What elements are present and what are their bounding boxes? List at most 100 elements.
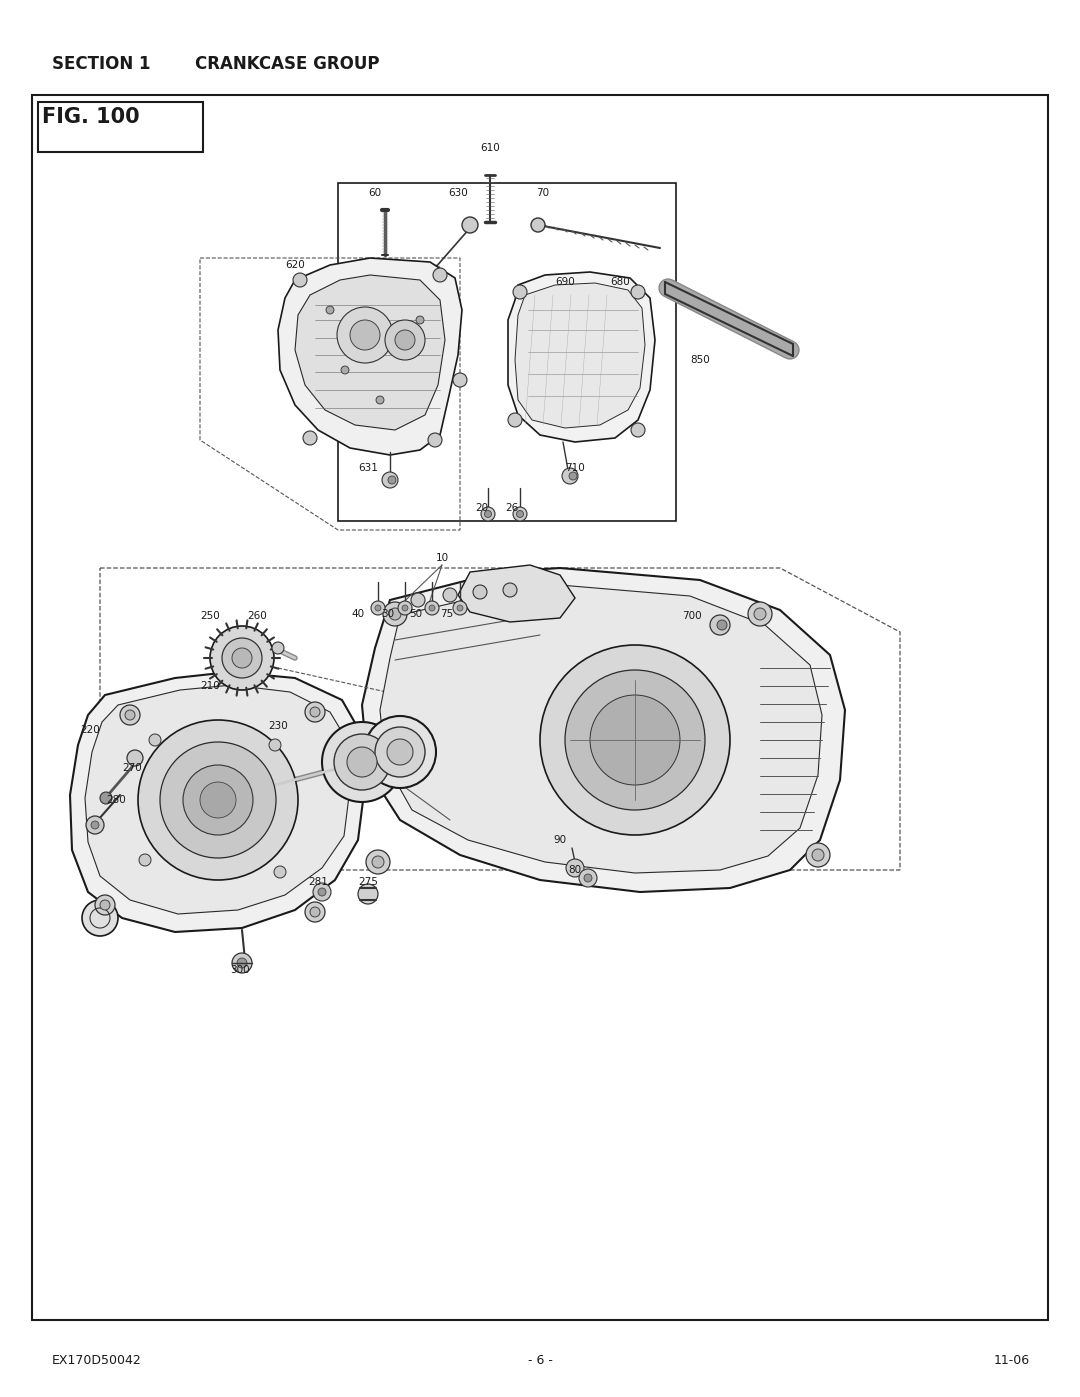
Circle shape — [310, 707, 320, 717]
Circle shape — [127, 750, 143, 766]
Text: 75: 75 — [441, 609, 454, 619]
Text: 220: 220 — [80, 725, 99, 735]
Circle shape — [717, 620, 727, 630]
Text: SECTION 1: SECTION 1 — [52, 54, 150, 73]
Text: 50: 50 — [409, 609, 422, 619]
Circle shape — [812, 849, 824, 861]
Text: 250: 250 — [200, 610, 220, 622]
Text: 680: 680 — [610, 277, 630, 286]
Circle shape — [337, 307, 393, 363]
Text: 631: 631 — [359, 462, 378, 474]
Bar — [32, 95, 1048, 1320]
Circle shape — [305, 902, 325, 922]
Circle shape — [149, 733, 161, 746]
Bar — [338, 183, 676, 521]
Circle shape — [384, 320, 426, 360]
Polygon shape — [295, 275, 445, 430]
Circle shape — [272, 643, 284, 654]
Text: 300: 300 — [230, 965, 249, 975]
Circle shape — [382, 472, 399, 488]
Circle shape — [237, 958, 247, 968]
Circle shape — [364, 717, 436, 788]
Text: 230: 230 — [268, 721, 288, 731]
Circle shape — [433, 268, 447, 282]
Circle shape — [569, 472, 577, 481]
Circle shape — [322, 722, 402, 802]
Circle shape — [516, 510, 524, 517]
Circle shape — [91, 821, 99, 828]
Circle shape — [485, 510, 491, 517]
Circle shape — [232, 953, 252, 972]
Circle shape — [566, 859, 584, 877]
Circle shape — [579, 869, 597, 887]
Polygon shape — [458, 564, 575, 622]
Circle shape — [462, 217, 478, 233]
Circle shape — [710, 615, 730, 636]
Polygon shape — [508, 272, 654, 441]
Circle shape — [357, 884, 378, 904]
Text: 90: 90 — [553, 835, 567, 845]
Circle shape — [274, 866, 286, 877]
Polygon shape — [515, 284, 645, 427]
Text: 280: 280 — [106, 795, 126, 805]
Circle shape — [503, 583, 517, 597]
Circle shape — [334, 733, 390, 789]
Circle shape — [86, 816, 104, 834]
Polygon shape — [380, 585, 822, 873]
Circle shape — [210, 626, 274, 690]
Text: 610: 610 — [481, 142, 500, 154]
Circle shape — [350, 320, 380, 351]
Text: CRANKCASE GROUP: CRANKCASE GROUP — [195, 54, 379, 73]
Circle shape — [305, 703, 325, 722]
Text: 40: 40 — [351, 609, 365, 619]
Circle shape — [513, 507, 527, 521]
Polygon shape — [85, 685, 350, 914]
Circle shape — [416, 316, 424, 324]
Circle shape — [513, 285, 527, 299]
Circle shape — [562, 468, 578, 483]
Circle shape — [222, 638, 262, 678]
Circle shape — [395, 330, 415, 351]
Circle shape — [429, 605, 435, 610]
Text: 80: 80 — [568, 865, 581, 875]
Circle shape — [411, 592, 426, 608]
Text: 210: 210 — [200, 680, 220, 692]
Circle shape — [387, 739, 413, 766]
Circle shape — [341, 366, 349, 374]
Circle shape — [383, 602, 407, 626]
Circle shape — [631, 423, 645, 437]
Circle shape — [443, 588, 457, 602]
Circle shape — [540, 645, 730, 835]
Text: 275: 275 — [359, 877, 378, 887]
Text: 60: 60 — [368, 189, 381, 198]
Circle shape — [313, 883, 330, 901]
Text: 850: 850 — [690, 355, 710, 365]
Text: 700: 700 — [683, 610, 702, 622]
Circle shape — [372, 856, 384, 868]
Circle shape — [453, 373, 467, 387]
Circle shape — [748, 602, 772, 626]
Circle shape — [120, 705, 140, 725]
Bar — [38, 102, 203, 152]
Text: 270: 270 — [122, 763, 141, 773]
Circle shape — [82, 900, 118, 936]
Text: EX170D50042: EX170D50042 — [52, 1354, 141, 1366]
Text: 260: 260 — [247, 610, 267, 622]
Circle shape — [389, 608, 401, 620]
Circle shape — [100, 792, 112, 805]
Circle shape — [375, 726, 426, 777]
Circle shape — [183, 766, 253, 835]
Circle shape — [160, 742, 276, 858]
Circle shape — [584, 875, 592, 882]
Circle shape — [269, 739, 281, 752]
Circle shape — [402, 605, 408, 610]
Circle shape — [426, 601, 438, 615]
Text: FIG. 100: FIG. 100 — [42, 108, 139, 127]
Circle shape — [388, 476, 396, 483]
Circle shape — [366, 849, 390, 875]
Circle shape — [138, 719, 298, 880]
Text: 11-06: 11-06 — [994, 1354, 1030, 1366]
Text: 630: 630 — [448, 189, 468, 198]
Circle shape — [565, 671, 705, 810]
Circle shape — [100, 900, 110, 909]
